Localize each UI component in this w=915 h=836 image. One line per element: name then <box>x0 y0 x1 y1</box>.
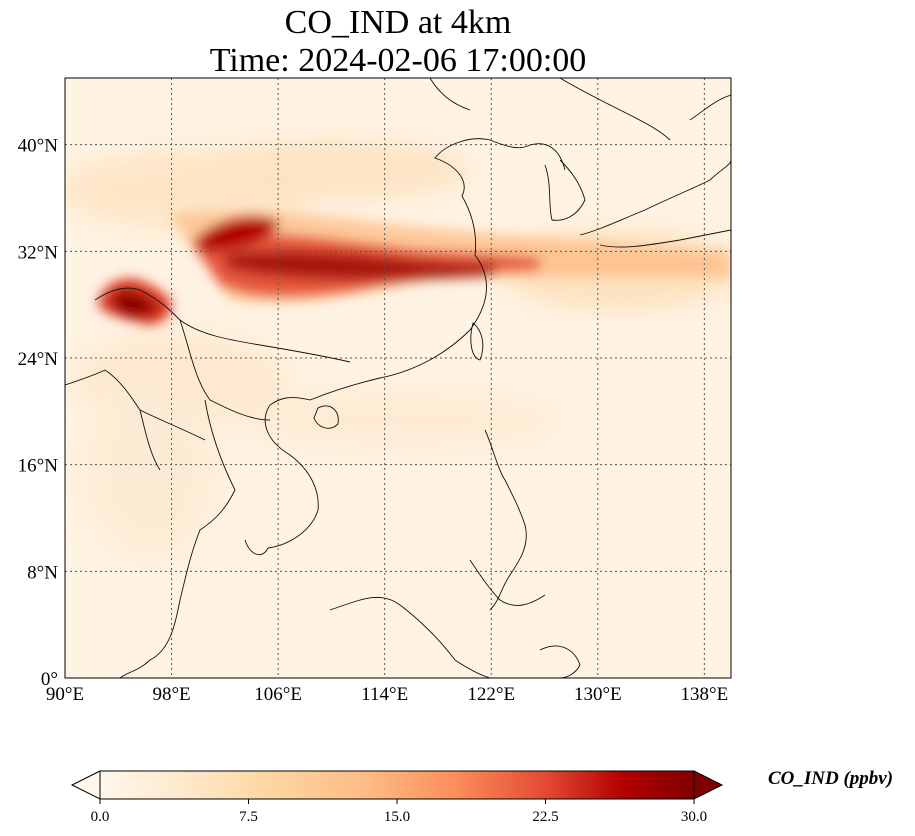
title-line-2: Time: 2024-02-06 17:00:00 <box>209 42 587 79</box>
colorbar-extend-max <box>693 770 724 800</box>
colorbar-tick-label: 30.0 <box>681 809 707 825</box>
colorbar-tick-label: 0.0 <box>91 809 110 825</box>
x-tick-label: 130°E <box>574 684 622 705</box>
y-tick-label: 0° <box>41 669 58 690</box>
colorbar-extend-min <box>70 770 101 800</box>
gridlines <box>65 78 731 678</box>
title-line-1: CO_IND at 4km <box>284 4 512 41</box>
colorbar-gradient <box>99 770 695 800</box>
y-tick-label: 24°N <box>18 349 59 370</box>
y-tick-label: 8°N <box>27 562 58 583</box>
map-title: CO_IND at 4km Time: 2024-02-06 17:00:00 <box>0 4 796 80</box>
y-tick-label: 40°N <box>18 136 59 157</box>
x-tick-label: 90°E <box>46 684 84 705</box>
x-tick-label: 114°E <box>361 684 408 705</box>
colorbar-tick-label: 15.0 <box>384 809 410 825</box>
concentration-field <box>65 78 731 678</box>
colorbar-ticks: 0.0 7.5 15.0 22.5 30.0 <box>91 799 707 825</box>
x-tick-label: 98°E <box>152 684 190 705</box>
colorbar-tick-label: 7.5 <box>239 809 258 825</box>
y-tick-label: 32°N <box>18 242 59 263</box>
colorbar-tick-label: 22.5 <box>532 809 558 825</box>
colorbar-label: CO_IND (ppbv) <box>768 768 894 789</box>
y-tick-label: 16°N <box>18 456 59 477</box>
x-tick-label: 122°E <box>467 684 515 705</box>
x-tick-label: 138°E <box>681 684 729 705</box>
plot-frame <box>64 77 732 679</box>
y-axis-ticks: 0° 8°N 16°N 24°N 32°N 40°N <box>18 136 59 690</box>
x-tick-label: 106°E <box>254 684 302 705</box>
coastlines <box>65 78 731 678</box>
colorbar: 0.0 7.5 15.0 22.5 30.0 <box>70 770 724 825</box>
x-axis-ticks: 90°E 98°E 106°E 114°E 122°E 130°E 138°E <box>46 684 728 705</box>
